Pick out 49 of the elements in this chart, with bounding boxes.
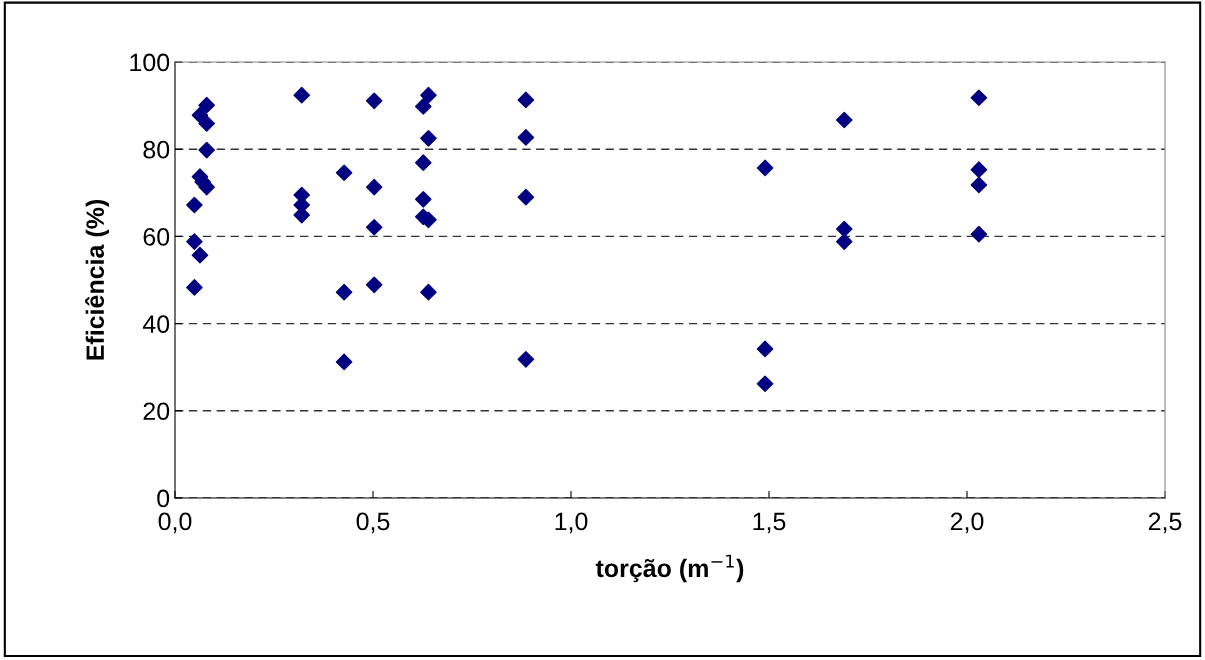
point [198, 96, 215, 114]
point [517, 351, 535, 368]
y-tick-label: 60 [143, 228, 170, 246]
point [970, 89, 988, 107]
point [198, 141, 215, 159]
point [191, 246, 209, 264]
point [835, 220, 853, 238]
point [335, 164, 353, 182]
point [198, 115, 215, 132]
point [420, 86, 437, 104]
point [756, 340, 774, 358]
x-axis-title: torção (m$^{−1}$) [595, 554, 744, 583]
point [186, 196, 203, 214]
x-tick-label: 0,5 [356, 512, 390, 534]
y-tick-label: 100 [130, 53, 170, 72]
point [970, 176, 988, 194]
point [365, 178, 383, 196]
point [335, 353, 353, 371]
x-tick-label: 2,5 [1148, 512, 1182, 534]
point [414, 191, 432, 208]
x-tick-label: 1,0 [555, 512, 588, 534]
point [517, 129, 535, 146]
point [186, 233, 203, 250]
point [414, 154, 432, 172]
x-tick-label: 1,5 [753, 512, 786, 534]
point [365, 276, 383, 294]
point [365, 92, 383, 110]
point [517, 188, 535, 206]
y-tick-label: 0 [157, 489, 170, 508]
point [365, 218, 383, 236]
y-tick-label: 80 [143, 140, 170, 159]
point [420, 283, 437, 301]
point [517, 91, 535, 109]
point [756, 159, 774, 177]
y-tick-label: 20 [143, 402, 170, 421]
point [186, 279, 203, 296]
point [835, 233, 853, 250]
x-tick-label: 2,0 [950, 512, 984, 534]
y-axis-title: Eficiência (%) [85, 199, 109, 360]
point [414, 98, 432, 115]
point [335, 283, 353, 301]
point [293, 86, 311, 104]
y-tick-label: 40 [142, 315, 170, 333]
point [420, 129, 437, 147]
point [835, 111, 853, 129]
point [756, 375, 774, 393]
point [970, 225, 988, 243]
point [970, 161, 988, 178]
x-tick-label: 0,0 [158, 512, 192, 534]
